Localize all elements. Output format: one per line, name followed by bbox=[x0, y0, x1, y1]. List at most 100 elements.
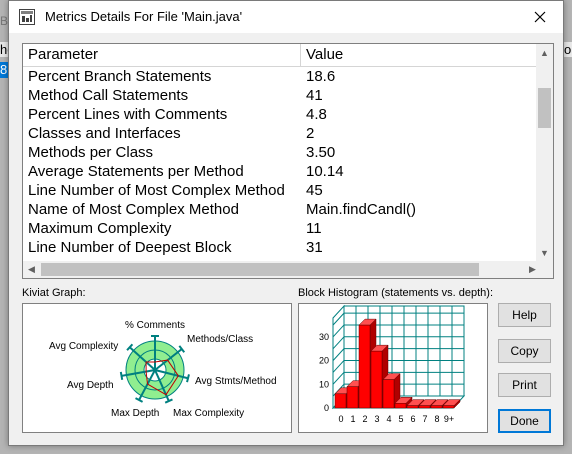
kiviat-axis-label: Methods/Class bbox=[187, 334, 253, 345]
kiviat-axis-label: Avg Complexity bbox=[49, 341, 118, 352]
x-tick-label: 8 bbox=[434, 414, 439, 424]
table-row[interactable]: Line Number of Deepest Block 31 bbox=[23, 238, 541, 257]
parameter-cell: Method Call Statements bbox=[28, 87, 189, 104]
table-row[interactable]: Percent Branch Statements 18.6 bbox=[23, 67, 541, 86]
parameter-cell: Methods per Class bbox=[28, 144, 154, 161]
scroll-down-arrow-icon[interactable]: ▼ bbox=[540, 247, 549, 258]
parameter-cell: Name of Most Complex Method bbox=[28, 201, 239, 218]
table-body: Percent Branch Statements 18.6 Method Call… bbox=[23, 67, 541, 257]
kiviat-axis-label: Avg Depth bbox=[67, 380, 114, 391]
scroll-up-arrow-icon[interactable]: ▲ bbox=[540, 47, 549, 58]
value-cell: 3.50 bbox=[306, 144, 336, 161]
table-row[interactable]: Name of Most Complex Method Main.findCand… bbox=[23, 200, 541, 219]
x-tick-label: 5 bbox=[398, 414, 403, 424]
table-row[interactable]: Average Statements per Method 10.14 bbox=[23, 162, 541, 181]
histogram-bar bbox=[382, 379, 395, 409]
vertical-scroll-thumb[interactable] bbox=[538, 88, 551, 128]
y-tick-label: 0 bbox=[324, 403, 329, 413]
y-tick-label: 30 bbox=[319, 332, 329, 342]
kiviat-axis-tick bbox=[126, 343, 134, 351]
kiviat-axis-label: Avg Stmts/Method bbox=[195, 376, 277, 387]
table-row[interactable]: Maximum Complexity 11 bbox=[23, 219, 541, 238]
kiviat-axis bbox=[154, 369, 189, 380]
kiviat-axis-label: Max Depth bbox=[111, 408, 159, 419]
done-button[interactable]: Done bbox=[498, 409, 551, 433]
x-tick-label: 2 bbox=[362, 414, 367, 424]
histogram-bar bbox=[406, 405, 419, 409]
histogram-bar bbox=[370, 350, 383, 409]
close-icon bbox=[534, 11, 546, 23]
value-cell: 18.6 bbox=[306, 68, 336, 85]
histogram-gridline bbox=[332, 371, 345, 385]
histogram-gridline bbox=[332, 324, 345, 338]
value-cell: 45 bbox=[306, 182, 323, 199]
parameter-cell: Average Statements per Method bbox=[28, 163, 244, 180]
table-row[interactable]: Methods per Class 3.50 bbox=[23, 143, 541, 162]
histogram-bar bbox=[442, 405, 455, 409]
x-tick-label: 6 bbox=[410, 414, 415, 424]
kiviat-axis bbox=[154, 369, 170, 402]
value-cell: 4.8 bbox=[306, 106, 327, 123]
title-bar[interactable]: Metrics Details For File 'Main.java' bbox=[9, 1, 563, 33]
y-tick-label: 20 bbox=[319, 356, 329, 366]
value-cell: 2 bbox=[306, 125, 315, 142]
histogram-bar bbox=[346, 386, 359, 409]
histogram-gridline bbox=[332, 360, 345, 373]
histogram-bar bbox=[394, 403, 407, 409]
parameter-cell: Maximum Complexity bbox=[28, 220, 172, 237]
kiviat-axis bbox=[138, 369, 156, 401]
histogram-bar bbox=[358, 324, 371, 409]
kiviat-axis-tick bbox=[135, 397, 144, 403]
table-row[interactable]: Percent Lines with Comments 4.8 bbox=[23, 105, 541, 124]
metrics-table[interactable]: Parameter Value Percent Branch Statement… bbox=[22, 43, 554, 279]
table-row[interactable]: Classes and Interfaces 2 bbox=[23, 124, 541, 143]
horizontal-scrollbar[interactable]: ◀ ▶ bbox=[23, 261, 541, 278]
horizontal-scroll-thumb[interactable] bbox=[41, 263, 479, 276]
kiviat-axis-tick bbox=[119, 371, 124, 381]
y-tick-label: 10 bbox=[319, 379, 329, 389]
kiviat-panel: % Comments Methods/Class Avg Stmts/Method M… bbox=[22, 303, 292, 433]
background-selected-row bbox=[0, 62, 8, 78]
value-cell: 41 bbox=[306, 87, 323, 104]
parameter-cell: Percent Lines with Comments bbox=[28, 106, 228, 123]
histogram-label: Block Histogram (statements vs. depth): bbox=[298, 287, 494, 299]
x-tick-label: 9+ bbox=[444, 414, 454, 424]
copy-button[interactable]: Copy bbox=[498, 339, 551, 363]
metrics-dialog: Metrics Details For File 'Main.java' Par… bbox=[8, 0, 564, 446]
help-button[interactable]: Help bbox=[498, 303, 551, 327]
value-cell: 11 bbox=[306, 220, 322, 237]
kiviat-label: Kiviat Graph: bbox=[22, 287, 86, 299]
table-row[interactable]: Line Number of Most Complex Method 45 bbox=[23, 181, 541, 200]
vertical-scrollbar[interactable]: ▲ ▼ bbox=[536, 44, 553, 261]
window-title: Metrics Details For File 'Main.java' bbox=[45, 9, 243, 24]
parameter-cell: Line Number of Most Complex Method bbox=[28, 182, 285, 199]
x-tick-label: 3 bbox=[374, 414, 379, 424]
scroll-right-arrow-icon[interactable]: ▶ bbox=[529, 264, 536, 274]
print-button[interactable]: Print bbox=[498, 373, 551, 397]
column-header-parameter[interactable]: Parameter bbox=[23, 44, 301, 66]
value-cell: 10.14 bbox=[306, 163, 344, 180]
x-tick-label: 0 bbox=[338, 414, 343, 424]
background-text: or bbox=[564, 42, 572, 57]
kiviat-axis bbox=[129, 346, 156, 371]
kiviat-axis-label: Max Complexity bbox=[173, 408, 244, 419]
kiviat-axis-label: % Comments bbox=[125, 320, 185, 331]
column-header-value[interactable]: Value bbox=[306, 46, 344, 63]
kiviat-axis-tick bbox=[186, 374, 190, 383]
histogram-bar bbox=[418, 405, 431, 409]
histogram-bar bbox=[430, 405, 443, 409]
kiviat-value-polygon bbox=[145, 359, 179, 396]
histogram-panel: 0 10 20 30 0 1 2 3 4 5 6 7 8 9+ bbox=[298, 303, 488, 433]
value-cell: 31 bbox=[306, 239, 323, 256]
kiviat-axis bbox=[121, 369, 156, 377]
x-tick-label: 1 bbox=[350, 414, 355, 424]
table-header: Parameter Value bbox=[23, 44, 541, 67]
parameter-cell: Classes and Interfaces bbox=[28, 125, 181, 142]
kiviat-axis-tick bbox=[164, 398, 173, 404]
kiviat-axis bbox=[154, 348, 183, 371]
close-button[interactable] bbox=[517, 1, 563, 33]
table-row[interactable]: Method Call Statements 41 bbox=[23, 86, 541, 105]
scroll-left-arrow-icon[interactable]: ◀ bbox=[28, 264, 35, 274]
